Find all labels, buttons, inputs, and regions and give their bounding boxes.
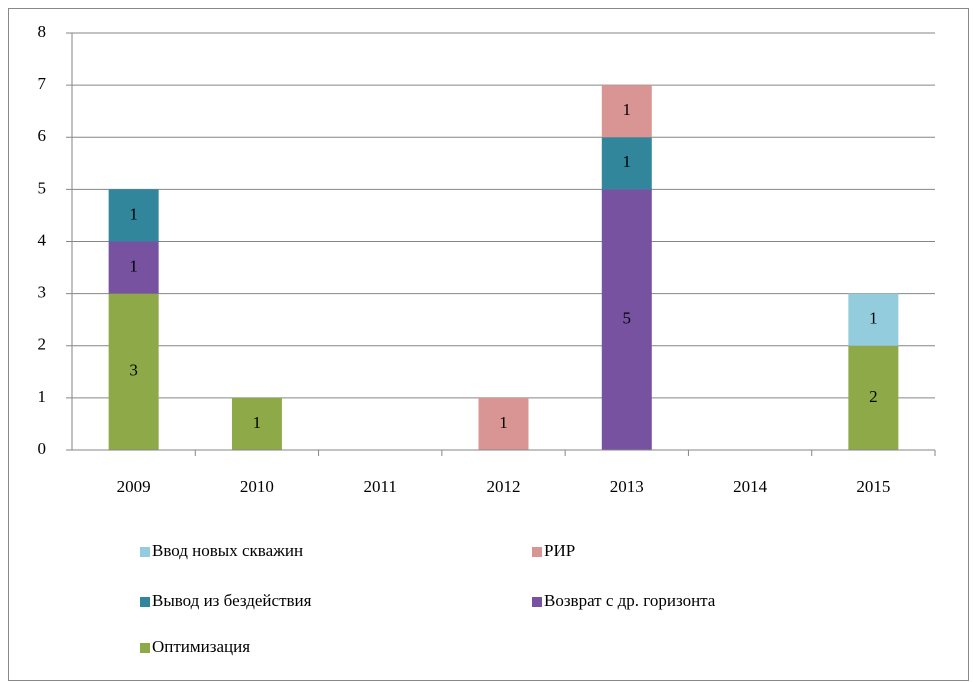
y-tick-label: 7 bbox=[38, 74, 47, 93]
data-label: 1 bbox=[129, 204, 138, 223]
bar-segment bbox=[601, 189, 652, 450]
legend-swatch bbox=[532, 597, 542, 607]
data-label: 1 bbox=[623, 100, 632, 119]
y-tick-label: 8 bbox=[38, 22, 47, 41]
data-label: 1 bbox=[499, 413, 508, 432]
bar-segment bbox=[108, 241, 159, 294]
y-tick-label: 4 bbox=[38, 230, 47, 249]
bar-segment bbox=[848, 293, 899, 346]
data-label: 1 bbox=[623, 152, 632, 171]
legend-swatch bbox=[532, 547, 542, 557]
legend-swatch bbox=[140, 547, 150, 557]
x-tick-label: 2014 bbox=[733, 477, 768, 496]
legend-label: Ввод новых скважин bbox=[152, 541, 303, 560]
x-tick-label: 2009 bbox=[117, 477, 151, 496]
y-tick-label: 2 bbox=[38, 335, 47, 354]
bar-segment bbox=[108, 189, 159, 242]
y-tick-label: 0 bbox=[38, 439, 47, 458]
legend-label: РИР bbox=[544, 541, 575, 560]
bar-segment bbox=[848, 345, 899, 450]
x-tick-label: 2012 bbox=[487, 477, 521, 496]
legend-label: Вывод из бездействия bbox=[152, 591, 312, 610]
x-tick-label: 2015 bbox=[856, 477, 890, 496]
x-tick-label: 2010 bbox=[240, 477, 274, 496]
bar-segment bbox=[601, 137, 652, 190]
bar-segment bbox=[601, 85, 652, 138]
x-tick-label: 2011 bbox=[364, 477, 397, 496]
y-tick-label: 6 bbox=[38, 126, 47, 145]
y-tick-label: 5 bbox=[38, 178, 47, 197]
bar-segment bbox=[231, 397, 282, 450]
chart-border bbox=[8, 8, 969, 681]
legend-swatch bbox=[140, 643, 150, 653]
bar-segment bbox=[108, 293, 159, 450]
data-label: 1 bbox=[253, 413, 262, 432]
x-tick-label: 2013 bbox=[610, 477, 644, 496]
data-label: 3 bbox=[129, 361, 138, 380]
legend-label: Возврат с др. горизонта bbox=[544, 591, 716, 610]
data-label: 1 bbox=[129, 256, 138, 275]
y-tick-label: 1 bbox=[38, 387, 47, 406]
legend-label: Оптимизация bbox=[152, 637, 250, 656]
legend-swatch bbox=[140, 597, 150, 607]
data-label: 5 bbox=[623, 309, 632, 328]
data-label: 1 bbox=[869, 309, 878, 328]
bar-segment bbox=[478, 397, 529, 450]
y-tick-label: 3 bbox=[38, 283, 47, 302]
data-label: 2 bbox=[869, 387, 878, 406]
